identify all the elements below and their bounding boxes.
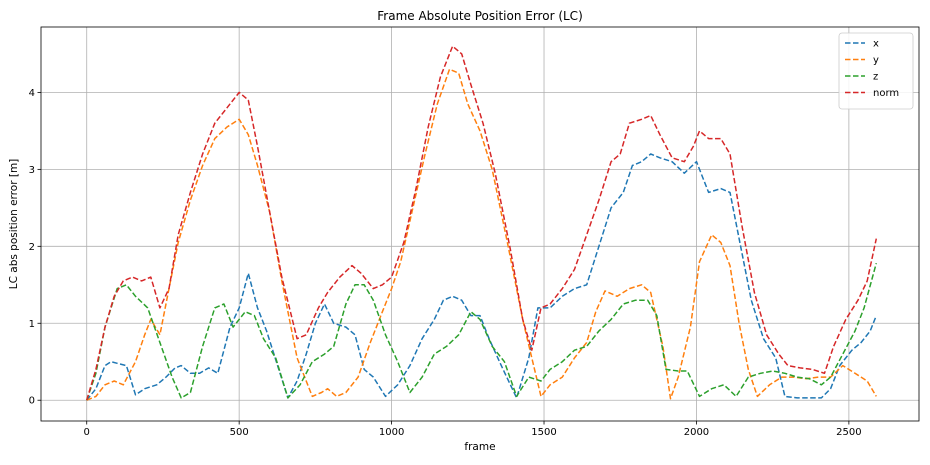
legend-box — [838, 32, 914, 110]
plot-frame — [40, 26, 920, 422]
x-tick-label: 2500 — [836, 427, 861, 438]
series-line-norm — [85, 45, 878, 401]
x-tick-label: 500 — [230, 427, 249, 438]
axis-ticks: 0 500 1000 1500 2000 2500 0 1 2 3 4 — [29, 88, 862, 438]
legend-label-norm: norm — [873, 88, 899, 99]
series-line-z — [85, 263, 878, 401]
x-tick-label: 1000 — [379, 427, 404, 438]
legend: xyz norm — [838, 32, 914, 110]
legend-label-z: z — [873, 72, 878, 83]
x-tick-label: 1500 — [531, 427, 556, 438]
series-lines — [85, 45, 878, 401]
x-tick-label: 2000 — [684, 427, 709, 438]
x-tick-label: 0 — [84, 427, 90, 438]
legend-label-y: y — [873, 55, 879, 66]
series-line-x — [86, 153, 877, 401]
y-tick-label: 0 — [29, 396, 35, 407]
y-tick-label: 3 — [29, 165, 35, 176]
y-tick-label: 2 — [29, 242, 35, 253]
legend-label-x: x — [873, 39, 879, 50]
y-tick-label: 1 — [29, 319, 35, 330]
y-tick-label: 4 — [29, 88, 35, 99]
chart-title: Frame Absolute Position Error (LC) — [377, 9, 583, 23]
y-axis-label: LC abs position error [m] — [8, 159, 20, 290]
series-line-y — [86, 68, 877, 401]
x-axis-label: frame — [464, 441, 495, 453]
